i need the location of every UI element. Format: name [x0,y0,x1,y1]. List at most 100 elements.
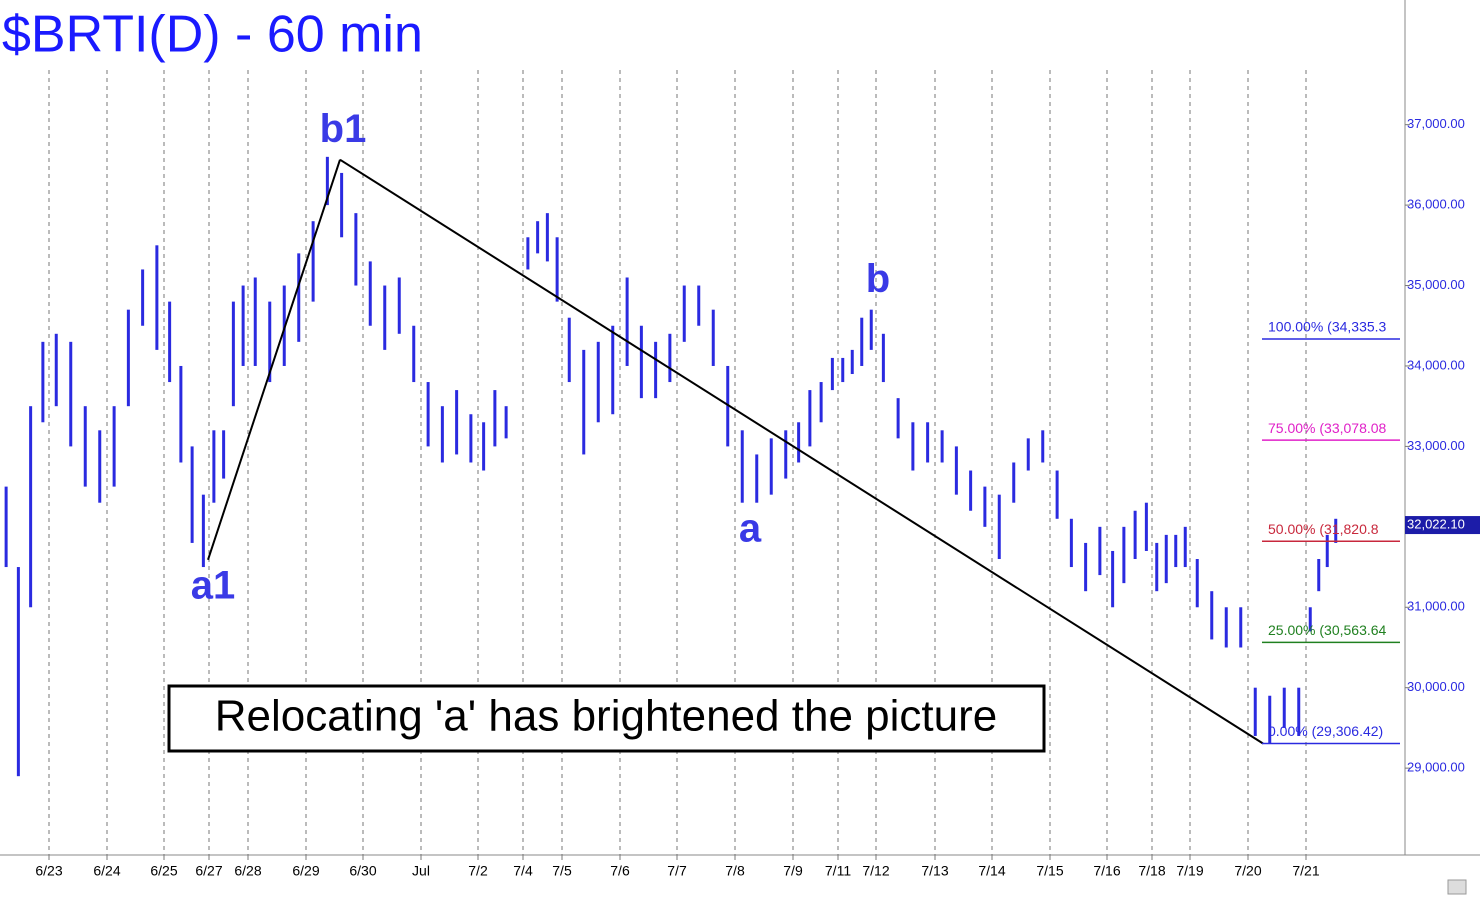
price-bar [567,317,571,383]
price-bar [83,406,87,487]
x-tick-label: 6/28 [234,863,261,879]
price-bar [482,422,486,471]
trendline [339,158,1264,745]
price-bar [682,285,686,342]
y-tick-label: 37,000.00 [1407,116,1465,131]
price-bar [808,390,812,447]
price-bar [697,285,701,326]
price-bar [1012,462,1016,503]
price-bar [493,390,497,447]
price-bar [168,301,172,383]
price-bar [190,446,194,543]
price-bar [201,494,205,568]
price-bar [1239,607,1243,648]
price-bar [397,277,401,334]
price-bar [368,261,372,326]
wave-label: a [739,506,762,550]
x-tick-label: 7/8 [725,863,745,879]
price-bar [740,430,744,503]
price-bar [860,317,864,366]
price-bar [4,486,8,568]
y-tick-label: 30,000.00 [1407,679,1465,694]
x-tick-label: 7/4 [513,863,533,879]
price-bar [311,221,315,302]
x-tick-label: 6/29 [292,863,319,879]
price-bar [112,406,116,487]
y-tick-label: 35,000.00 [1407,277,1465,292]
price-bar [1133,510,1137,560]
x-tick-label: 7/16 [1093,863,1120,879]
price-bar [253,277,257,366]
price-bar [611,325,615,415]
fib-label: 25.00% (30,563.64 [1268,622,1387,638]
price-bar [179,365,183,463]
price-bar [1084,542,1088,592]
price-bar [504,406,508,439]
price-bar [654,341,658,399]
price-bar [755,454,759,503]
x-tick-label: 7/12 [862,863,889,879]
price-bar [268,301,272,383]
price-bar [625,277,629,366]
price-bar [850,349,854,375]
wave-label: b1 [320,107,367,151]
price-bar [940,430,944,463]
price-bar [639,325,643,399]
price-bar [1183,526,1187,568]
x-tick-label: 7/6 [610,863,630,879]
price-bar [354,213,358,286]
last-price-label: 32,022.10 [1407,516,1465,531]
price-bar [711,309,715,366]
x-tick-label: 7/21 [1292,863,1319,879]
price-bar [1111,550,1115,608]
price-bar [16,567,20,777]
price-bar [383,285,387,350]
price-bar [69,341,73,447]
price-bar [596,341,600,423]
price-bar [545,213,549,262]
price-bar [1144,502,1148,551]
price-bar [1268,695,1272,745]
scroll-button[interactable] [1447,879,1467,895]
x-tick-label: 6/27 [195,863,222,879]
price-bar [1164,534,1168,584]
price-bar [983,486,987,527]
price-bar [1325,534,1329,568]
x-tick-label: 7/7 [667,863,687,879]
price-bar [98,430,102,503]
x-tick-label: 6/23 [35,863,62,879]
price-bar [536,221,540,254]
price-bar [1055,470,1059,519]
annotation-box [167,684,1046,753]
y-tick-label: 29,000.00 [1407,760,1465,775]
x-tick-label: 7/9 [783,863,803,879]
price-bar [1155,542,1159,592]
trendline [207,159,341,561]
price-bar [881,333,885,383]
x-tick-label: 7/15 [1036,863,1063,879]
price-bar [869,309,873,350]
x-tick-label: 7/19 [1176,863,1203,879]
x-tick-label: 7/18 [1138,863,1165,879]
y-tick-label: 33,000.00 [1407,438,1465,453]
price-bar [830,357,834,391]
price-bar [1334,518,1338,543]
price-bar [784,430,788,479]
plot: 6/23 6/24 6/25 6/27 6/28 6/29 6/30 Jul 7/2 7/4 7/5… [4,70,1480,879]
x-tick-label: 7/20 [1234,863,1261,879]
price-bar [1317,559,1321,592]
price-bar [340,172,344,238]
price-bar [212,430,216,503]
x-tick-label: 7/2 [468,863,488,879]
price-bar [1174,534,1178,568]
y-tick-label: 34,000.00 [1407,357,1465,372]
x-tick-label: 7/14 [978,863,1005,879]
y-tick-label: 36,000.00 [1407,197,1465,212]
price-bar [668,333,672,383]
price-bar [926,422,930,463]
price-bar [469,414,473,463]
last-price-box [1405,516,1480,535]
price-bar [29,406,33,608]
